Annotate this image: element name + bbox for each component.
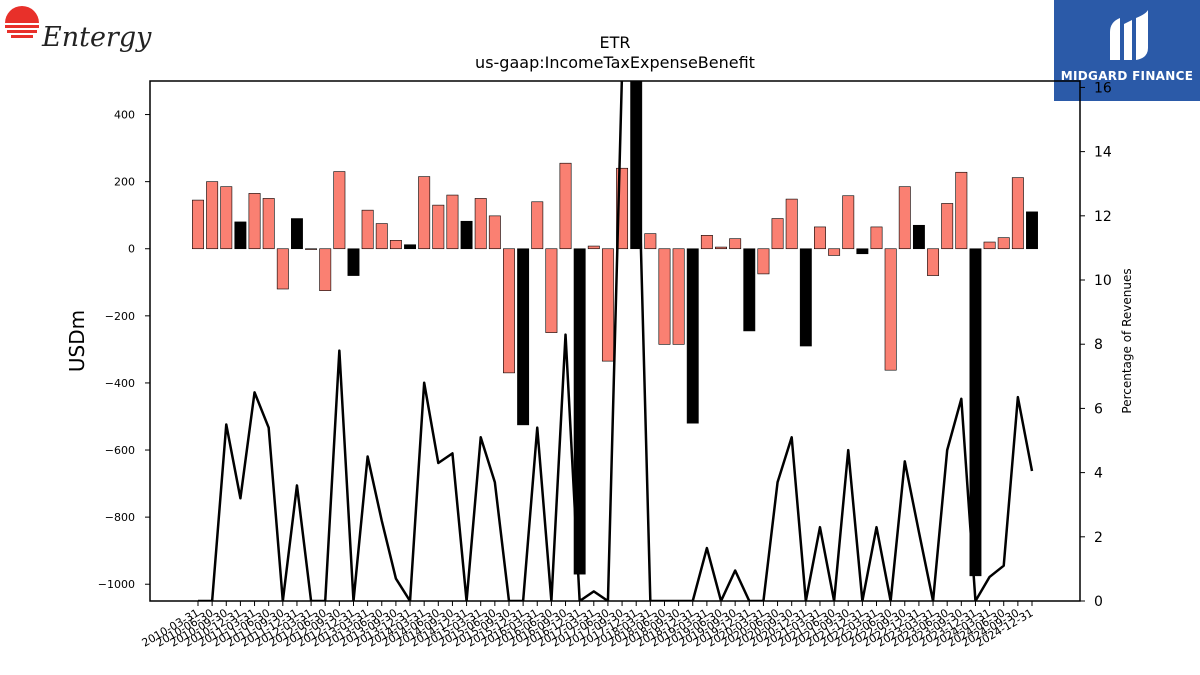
line-layer xyxy=(198,81,1034,601)
bar xyxy=(347,248,360,276)
bar xyxy=(644,233,657,250)
bar xyxy=(503,248,515,374)
y2-tick-label: 0 xyxy=(1094,594,1103,610)
bar xyxy=(192,199,204,250)
bar xyxy=(686,248,699,424)
y-tick-label: 0 xyxy=(128,243,135,256)
bar xyxy=(404,244,416,250)
bars-layer xyxy=(192,80,1038,577)
bar xyxy=(290,218,303,250)
bar xyxy=(488,215,501,250)
bar xyxy=(1026,211,1038,250)
y-tick-label: −600 xyxy=(105,444,135,457)
chart-subtitle: us-gaap:IncomeTaxExpenseBenefit xyxy=(475,53,755,72)
y2-tick-label: 2 xyxy=(1094,530,1103,546)
bar xyxy=(474,198,487,250)
bar xyxy=(616,167,629,250)
bar xyxy=(587,245,600,250)
bar xyxy=(206,181,219,250)
bar xyxy=(997,237,1010,250)
bar xyxy=(361,209,374,250)
y-axis-label: USDm xyxy=(65,310,89,372)
bar xyxy=(969,248,982,577)
y-tick-label: −800 xyxy=(105,511,135,524)
percentage-line xyxy=(198,81,1034,601)
y-tick-label: −1000 xyxy=(98,578,135,591)
left-y-axis: 400 200 0 −200 −400 −600 −800 −1000 xyxy=(98,109,150,591)
y2-tick-label: 10 xyxy=(1094,273,1112,289)
bar xyxy=(248,193,261,250)
bar xyxy=(799,248,812,347)
bar xyxy=(234,221,247,250)
bar xyxy=(955,171,968,250)
bar xyxy=(941,203,954,250)
y2-tick-label: 14 xyxy=(1094,145,1112,161)
bar xyxy=(531,201,544,250)
y2-tick-label: 8 xyxy=(1094,337,1103,353)
bar xyxy=(927,248,940,276)
y2-tick-label: 6 xyxy=(1094,401,1103,417)
midgard-finance-logo-text: MIDGARD FINANCE xyxy=(1060,69,1194,83)
y-tick-label: 200 xyxy=(114,176,135,189)
x-axis: 2010-03-312010-06-302010-09-302010-12-31… xyxy=(140,601,1036,650)
bar xyxy=(771,218,784,250)
bar xyxy=(715,246,727,250)
bar xyxy=(912,224,925,250)
bar xyxy=(983,241,996,250)
bar xyxy=(460,220,473,250)
y2-tick-label: 16 xyxy=(1094,80,1112,96)
entergy-sun-icon xyxy=(5,6,39,38)
entergy-logo-text: Entergy xyxy=(42,22,152,53)
bar xyxy=(220,186,233,250)
bar xyxy=(729,238,742,250)
entergy-logo: Entergy xyxy=(4,4,151,56)
bar xyxy=(785,198,798,250)
bar xyxy=(305,248,318,250)
bar xyxy=(870,226,883,250)
bar xyxy=(559,162,572,250)
bar xyxy=(276,248,289,290)
bar xyxy=(672,248,685,345)
bar xyxy=(262,198,275,250)
y2-axis-label: Percentage of Revenues xyxy=(1120,268,1134,413)
bar xyxy=(828,248,841,256)
y2-tick-label: 12 xyxy=(1094,209,1112,225)
bar xyxy=(517,248,530,426)
y-tick-label: −200 xyxy=(105,310,135,323)
bar xyxy=(1011,177,1024,250)
bar xyxy=(573,248,586,575)
bar xyxy=(743,248,756,332)
y-tick-label: −400 xyxy=(105,377,135,390)
bar xyxy=(658,248,671,345)
bar xyxy=(333,171,346,250)
bar xyxy=(856,248,869,255)
bar xyxy=(432,204,445,250)
y2-tick-label: 4 xyxy=(1094,466,1103,482)
bar xyxy=(545,248,558,333)
bar xyxy=(814,226,826,250)
bar xyxy=(898,186,911,250)
bar xyxy=(446,194,459,250)
bar xyxy=(319,248,332,291)
bar xyxy=(375,223,388,250)
bar xyxy=(601,248,614,362)
y-tick-label: 400 xyxy=(114,109,135,122)
bar xyxy=(389,240,402,250)
bar xyxy=(418,176,431,250)
right-y-axis: 0 2 4 6 8 10 12 14 16 xyxy=(1080,80,1112,610)
plot-frame xyxy=(149,80,1081,602)
midgard-finance-logo: MIDGARD FINANCE xyxy=(1054,0,1200,101)
bar xyxy=(842,195,855,250)
midgard-emblem-icon xyxy=(1110,10,1148,60)
chart-title: ETR xyxy=(600,33,631,52)
bar xyxy=(884,248,897,371)
bar xyxy=(757,248,770,275)
bar xyxy=(700,235,713,250)
